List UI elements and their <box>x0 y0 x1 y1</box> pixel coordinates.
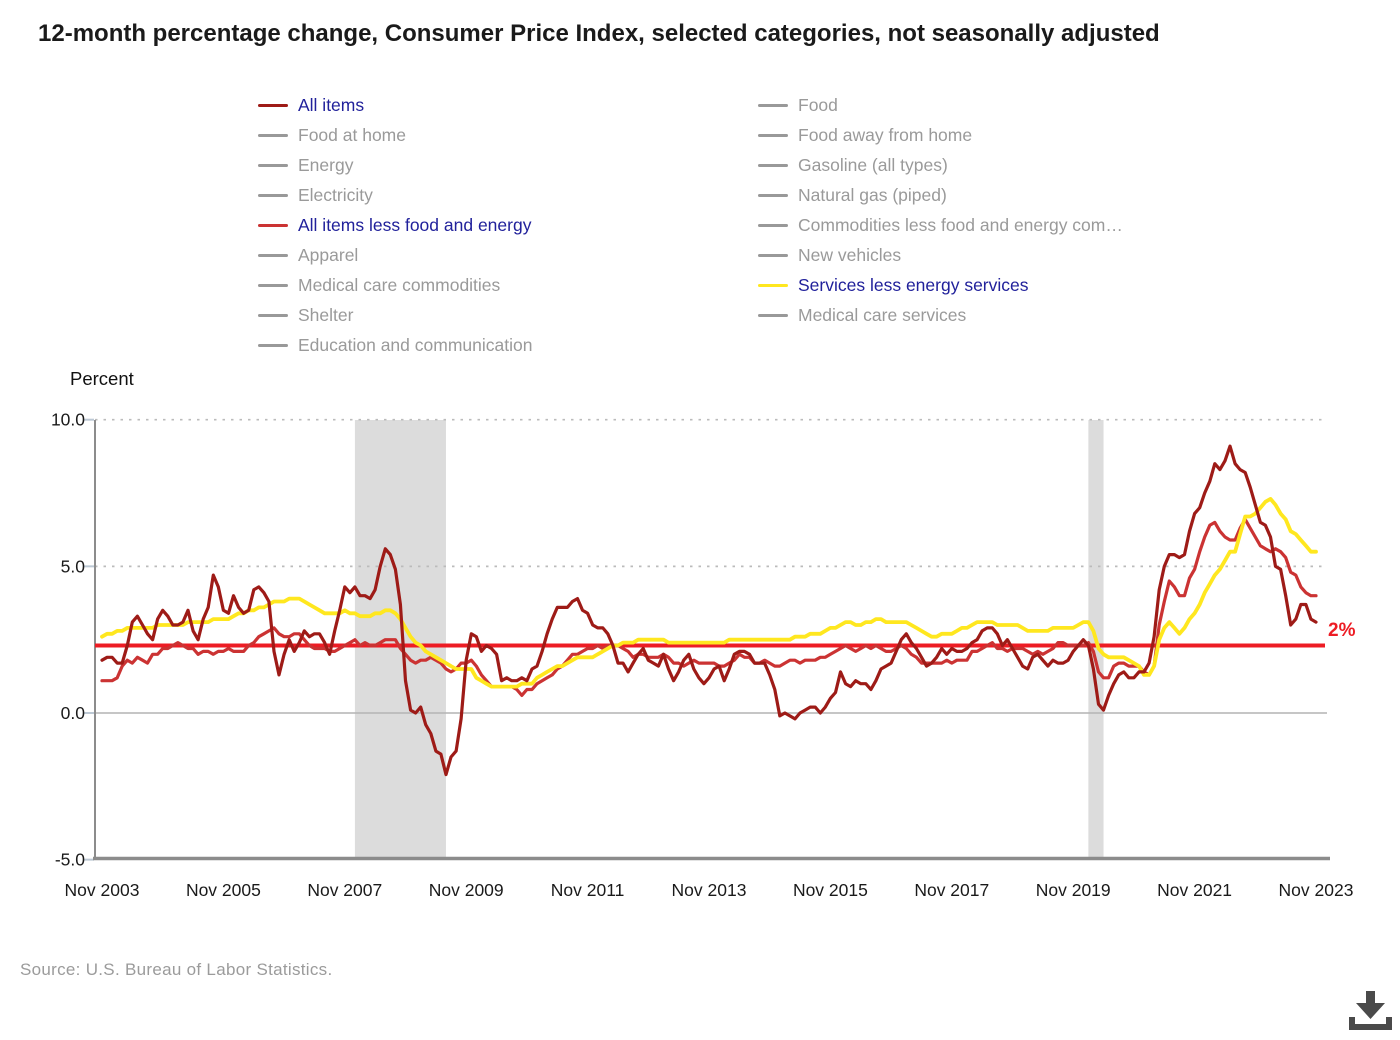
legend-label: Medical care services <box>798 304 967 325</box>
legend-label: Shelter <box>298 304 354 325</box>
x-tick-label: Nov 2005 <box>186 880 261 900</box>
download-button[interactable] <box>1347 989 1395 1033</box>
legend-swatch-gasoline-all-types <box>758 163 788 167</box>
legend-label: Food away from home <box>798 124 973 145</box>
legend-swatch-electricity <box>258 193 288 197</box>
legend-label: Apparel <box>298 244 359 265</box>
x-tick-label: Nov 2007 <box>307 880 382 900</box>
legend-swatch-energy <box>258 163 288 167</box>
legend-swatch-apparel <box>258 253 288 257</box>
legend-label: Natural gas (piped) <box>798 184 947 205</box>
legend-swatch-food <box>758 103 788 107</box>
download-icon <box>1349 991 1392 1030</box>
legend-label: Electricity <box>298 184 373 205</box>
legend-swatch-new-vehicles <box>758 253 788 257</box>
legend-label: Food <box>798 94 838 115</box>
legend-swatch-food-away-from-home <box>758 133 788 137</box>
legend-swatch-medical-care-commodities <box>258 283 288 287</box>
legend-item-education-and-communication[interactable]: Education and communication <box>258 330 532 360</box>
y-tick-label: 10.0 <box>51 410 85 430</box>
legend-swatch-commodities-less-food-and-energy-com <box>758 223 788 227</box>
legend-item-new-vehicles[interactable]: New vehicles <box>758 240 1123 270</box>
legend-item-shelter[interactable]: Shelter <box>258 300 532 330</box>
legend-label: Medical care commodities <box>298 274 501 295</box>
x-tick-label: Nov 2011 <box>551 880 625 900</box>
series-all-items[interactable] <box>100 444 1318 777</box>
legend-label: Energy <box>298 154 354 175</box>
x-tick-label: Nov 2015 <box>793 880 868 900</box>
legend-label: New vehicles <box>798 244 902 265</box>
legend-label: Services less energy services <box>798 274 1029 295</box>
legend-column-right: Food Food away from home Gasoline (all typ… <box>758 90 1123 330</box>
legend-swatch-all-items <box>258 103 288 107</box>
ref-line-label: 2% <box>1328 620 1356 641</box>
x-tick-label: Nov 2019 <box>1036 880 1111 900</box>
legend-item-apparel[interactable]: Apparel <box>258 240 532 270</box>
legend-column-left: All items Food at home Energy Electricity Al… <box>258 90 532 360</box>
legend-item-commodities-less-food-and-energy-com[interactable]: Commodities less food and energy com… <box>758 210 1123 240</box>
page-title: 12-month percentage change, Consumer Pri… <box>38 20 1160 47</box>
legend-swatch-natural-gas-piped <box>758 193 788 197</box>
legend-item-natural-gas-piped[interactable]: Natural gas (piped) <box>758 180 1123 210</box>
legend-item-food-away-from-home[interactable]: Food away from home <box>758 120 1123 150</box>
x-tick-label: Nov 2009 <box>429 880 504 900</box>
y-axis-title: Percent <box>70 368 134 389</box>
y-tick-label: 5.0 <box>61 556 86 576</box>
legend-swatch-all-items-less-food-and-energy <box>258 223 288 227</box>
legend-item-food[interactable]: Food <box>758 90 1123 120</box>
legend-label: Commodities less food and energy com… <box>798 214 1123 235</box>
legend-label: Gasoline (all types) <box>798 154 948 175</box>
source-note: Source: U.S. Bureau of Labor Statistics. <box>20 960 333 979</box>
x-tick-label: Nov 2013 <box>672 880 747 900</box>
legend-item-all-items-less-food-and-energy[interactable]: All items less food and energy <box>258 210 532 240</box>
legend-item-gasoline-all-types[interactable]: Gasoline (all types) <box>758 150 1123 180</box>
legend-item-medical-care-services[interactable]: Medical care services <box>758 300 1123 330</box>
recession-band <box>354 420 446 859</box>
y-tick-label: 0.0 <box>61 703 86 723</box>
legend-label: Education and communication <box>298 334 533 355</box>
legend-item-services-less-energy-services[interactable]: Services less energy services <box>758 270 1123 300</box>
series-all-items-less-food-and-energy[interactable] <box>100 517 1318 698</box>
legend-item-all-items[interactable]: All items <box>258 90 532 120</box>
legend-item-energy[interactable]: Energy <box>258 150 532 180</box>
legend-swatch-services-less-energy-services <box>758 283 788 287</box>
legend-label: Food at home <box>298 124 406 145</box>
legend-swatch-education-and-communication <box>258 343 288 347</box>
legend-swatch-food-at-home <box>258 133 288 137</box>
legend-label: All items less food and energy <box>298 214 532 235</box>
legend-item-food-at-home[interactable]: Food at home <box>258 120 532 150</box>
x-tick-label: Nov 2023 <box>1279 880 1354 900</box>
y-tick-label: -5.0 <box>55 850 85 870</box>
legend-swatch-shelter <box>258 313 288 317</box>
x-tick-label: Nov 2021 <box>1157 880 1232 900</box>
x-tick-label: Nov 2017 <box>914 880 989 900</box>
series-services-less-energy-services[interactable] <box>100 496 1318 689</box>
legend-label: All items <box>298 94 365 115</box>
x-tick-label: Nov 2003 <box>65 880 140 900</box>
legend-item-electricity[interactable]: Electricity <box>258 180 532 210</box>
legend-item-medical-care-commodities[interactable]: Medical care commodities <box>258 270 532 300</box>
legend-swatch-medical-care-services <box>758 313 788 317</box>
